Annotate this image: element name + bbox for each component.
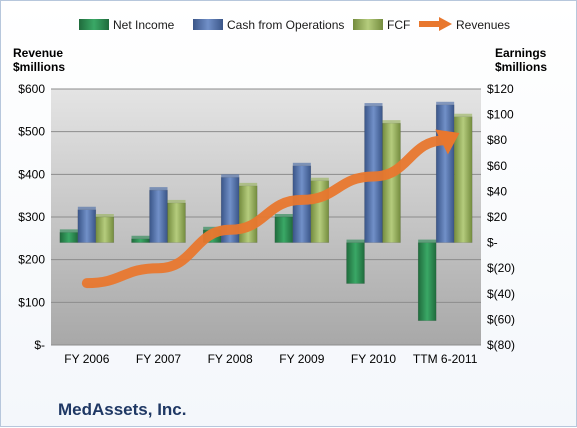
legend-swatch-cash-from-operations (193, 19, 223, 30)
right-axis-ticks: $(80) $(60) $(40) $(20) $- $20 $40 $60 $80 $100 $1… (487, 82, 515, 352)
legend-label-net-income: Net Income (113, 18, 175, 32)
bar-net-income (347, 243, 365, 284)
bar-top-net-income (60, 229, 78, 232)
legend-swatch-fcf (353, 19, 383, 30)
bar-fcf (239, 186, 257, 243)
bar-cash-from-operations (78, 210, 96, 243)
bar-top-fcf (168, 200, 186, 203)
bar-top-cash-from-operations (221, 174, 239, 177)
legend-item-fcf: FCF (353, 18, 410, 32)
bar-top-net-income (418, 240, 436, 243)
bar-top-cash-from-operations (150, 187, 168, 190)
right-tick-label: $(20) (487, 261, 515, 275)
legend-label-revenues: Revenues (456, 18, 510, 32)
bar-top-cash-from-operations (78, 207, 96, 210)
legend-item-cash-from-operations: Cash from Operations (193, 18, 344, 32)
chart-title: MedAssets, Inc. (58, 400, 187, 419)
bar-fcf (96, 217, 114, 243)
legend-label-fcf: FCF (387, 18, 410, 32)
legend-label-cash-from-operations: Cash from Operations (227, 18, 344, 32)
right-tick-label: $120 (487, 82, 514, 96)
bar-cash-from-operations (150, 190, 168, 242)
bar-top-fcf (96, 214, 114, 217)
legend-item-revenues: Revenues (419, 17, 510, 32)
left-tick-label: $600 (18, 82, 45, 96)
right-tick-label: $(60) (487, 312, 515, 326)
right-tick-label: $80 (487, 133, 507, 147)
right-tick-label: $(40) (487, 287, 515, 301)
bar-top-fcf (454, 114, 472, 117)
category-label: FY 2006 (64, 352, 109, 366)
left-axis-title-line1: Revenue (13, 46, 63, 60)
bar-top-cash-from-operations (365, 103, 383, 106)
bar-net-income (275, 217, 293, 243)
left-tick-label: $300 (18, 210, 45, 224)
bar-top-net-income (347, 240, 365, 243)
category-label: FY 2010 (351, 352, 396, 366)
legend-swatch-net-income (79, 19, 109, 30)
bar-net-income (132, 239, 150, 243)
right-tick-label: $40 (487, 184, 507, 198)
category-label: FY 2007 (136, 352, 181, 366)
right-tick-label: $100 (487, 108, 514, 122)
category-label: FY 2009 (279, 352, 324, 366)
legend-item-net-income: Net Income (79, 18, 175, 32)
left-tick-label: $400 (18, 167, 45, 181)
right-axis-title-line2: $millions (495, 60, 547, 74)
bar-top-fcf (383, 120, 401, 123)
category-label: TTM 6-2011 (413, 352, 478, 366)
left-tick-label: $200 (18, 253, 45, 267)
right-tick-label: $- (487, 236, 498, 250)
bar-top-fcf (311, 178, 329, 181)
right-tick-label: $20 (487, 210, 507, 224)
bar-cash-from-operations (436, 105, 454, 243)
left-axis-title-line2: $millions (13, 60, 65, 74)
legend-arrowhead-revenues (439, 17, 452, 31)
left-tick-label: $500 (18, 125, 45, 139)
right-axis-title-line1: Earnings (495, 46, 547, 60)
bar-fcf (383, 123, 401, 242)
bar-top-cash-from-operations (436, 102, 454, 105)
right-tick-label: $(80) (487, 338, 515, 352)
left-tick-label: $100 (18, 295, 45, 309)
legend: Net Income Cash from Operations FCF Reve… (79, 17, 510, 32)
left-tick-label: $- (34, 338, 45, 352)
bar-top-cash-from-operations (293, 163, 311, 166)
right-tick-label: $60 (487, 159, 507, 173)
bar-top-net-income (132, 236, 150, 239)
category-label: FY 2008 (208, 352, 253, 366)
bar-net-income (418, 243, 436, 321)
bar-top-net-income (275, 214, 293, 217)
bar-net-income (60, 232, 78, 242)
bar-fcf (168, 203, 186, 243)
category-axis-labels: FY 2006 FY 2007 FY 2008 FY 2009 FY 2010 TTM 6… (64, 352, 477, 366)
bar-top-fcf (239, 183, 257, 186)
left-axis-ticks: $- $100 $200 $300 $400 $500 $600 (18, 82, 45, 352)
